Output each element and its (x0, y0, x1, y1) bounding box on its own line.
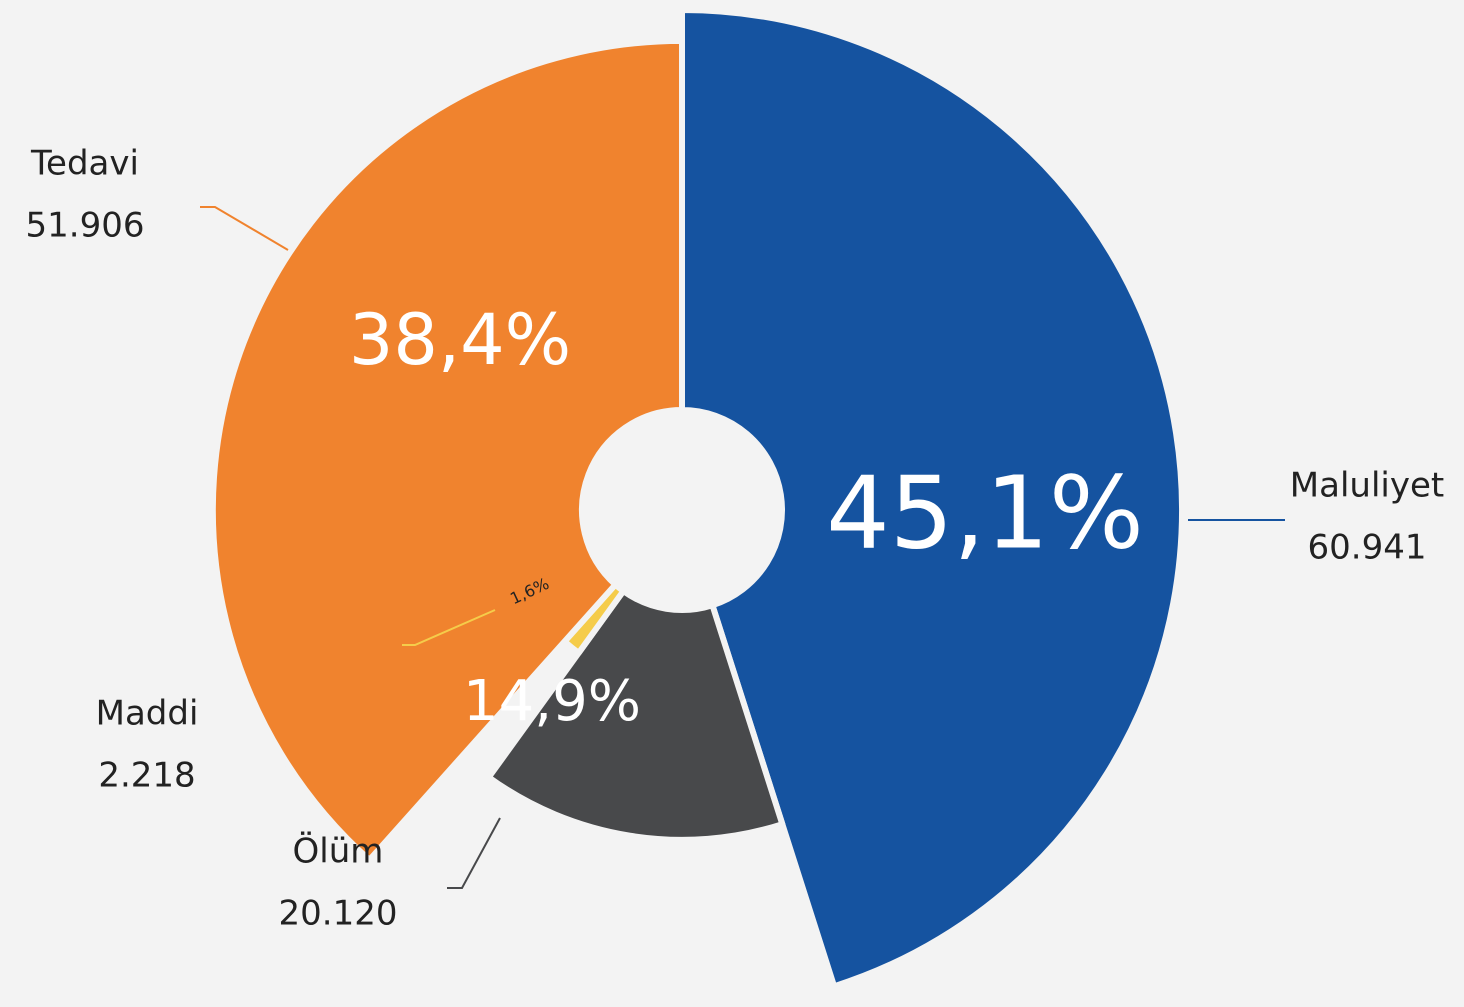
percent-label: 45,1% (826, 454, 1144, 571)
leader-line (447, 817, 501, 889)
value-label: 51.906 (26, 206, 145, 246)
value-label: 60.941 (1308, 528, 1427, 568)
leader-line (200, 206, 289, 251)
category-label: Tedavi (30, 144, 139, 184)
value-label: 2.218 (98, 756, 195, 796)
value-label: 20.120 (279, 894, 398, 934)
category-label: Maluliyet (1290, 466, 1444, 506)
percent-label: 38,4% (349, 299, 571, 381)
slice (485, 588, 786, 843)
percent-label: 14,9% (463, 669, 641, 734)
category-label: Maddi (96, 694, 199, 734)
slice (679, 7, 1185, 990)
category-label: Ölüm (293, 831, 384, 872)
slice (209, 37, 685, 863)
leader-line (402, 609, 496, 646)
